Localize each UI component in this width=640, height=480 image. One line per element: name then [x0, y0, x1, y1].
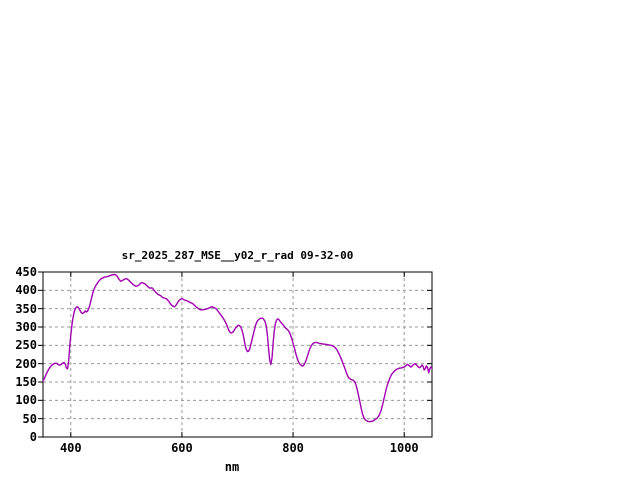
- y-tick-label: 100: [15, 393, 37, 408]
- y-tick-label: 200: [15, 356, 37, 371]
- y-tick-label: 350: [15, 301, 37, 316]
- chart-title: sr_2025_287_MSE__y02_r_rad 09-32-00: [121, 249, 354, 262]
- x-tick-label: 400: [59, 441, 82, 455]
- x-tick-label: 1000: [389, 441, 419, 455]
- y-tick-label: 250: [15, 338, 37, 353]
- y-tick-label: 450: [15, 265, 37, 279]
- x-tick-label: 800: [282, 441, 304, 455]
- y-tick-label: 300: [15, 320, 37, 334]
- y-tick-label: 50: [22, 411, 37, 426]
- x-axis-label: nm: [224, 460, 240, 474]
- y-tick-label: 400: [15, 283, 37, 298]
- plot-border: [42, 271, 433, 438]
- y-tick-label: 150: [15, 375, 37, 389]
- spectrum-curve: [42, 273, 433, 423]
- y-tick-label: 0: [29, 430, 37, 444]
- x-tick-label: 600: [171, 441, 193, 455]
